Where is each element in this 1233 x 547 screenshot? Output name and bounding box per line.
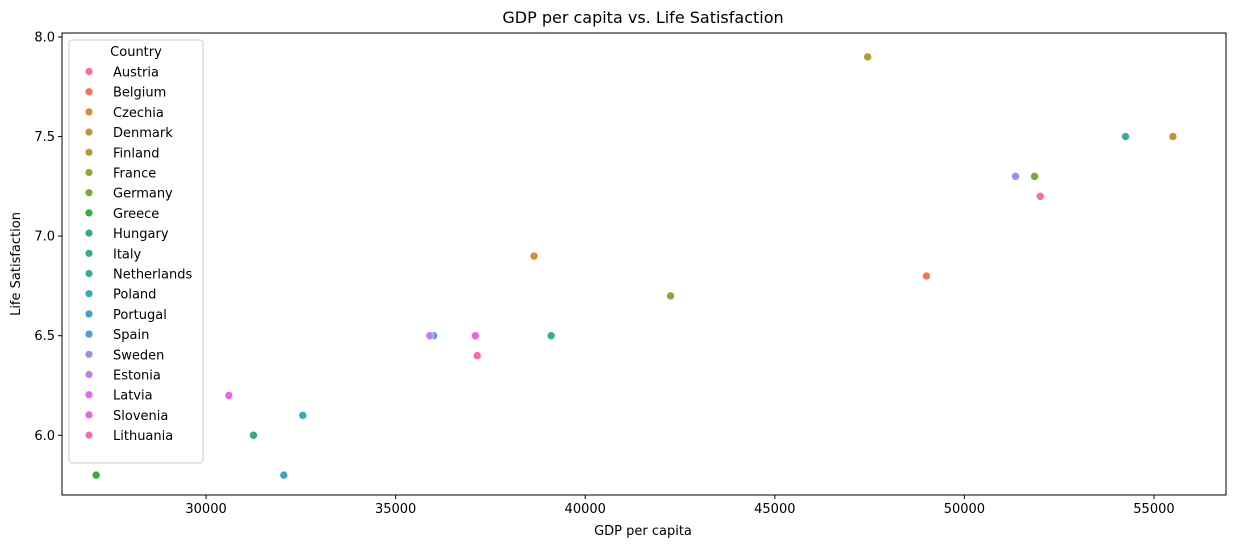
- legend-marker-netherlands: [85, 269, 93, 278]
- y-tick-label: 6.0: [34, 429, 55, 444]
- legend-marker-denmark: [85, 128, 93, 136]
- legend-label-greece: Greece: [113, 207, 159, 222]
- legend-label-austria: Austria: [113, 66, 159, 81]
- legend-marker-spain: [85, 330, 93, 338]
- y-tick-label: 6.5: [34, 329, 55, 344]
- data-points: [91, 52, 1178, 480]
- legend-label-estonia: Estonia: [113, 369, 161, 384]
- x-tick-label: 55000: [1133, 502, 1174, 517]
- legend-label-czechia: Czechia: [113, 106, 164, 121]
- legend-marker-slovenia: [85, 411, 93, 419]
- legend-label-netherlands: Netherlands: [113, 268, 192, 283]
- data-point-italy: [546, 331, 556, 340]
- legend-items: Austria Belgium Czechia Denmark Finland Franc…: [85, 66, 192, 444]
- data-point-lithuania: [472, 351, 482, 360]
- y-tick-label: 8.0: [34, 30, 55, 45]
- legend-label-france: France: [113, 167, 156, 182]
- x-tick-label: 45000: [754, 502, 795, 517]
- legend-label-finland: Finland: [113, 146, 159, 161]
- legend-label-sweden: Sweden: [113, 348, 164, 363]
- legend-marker-lithuania: [85, 431, 93, 439]
- legend-marker-czechia: [85, 108, 93, 116]
- legend-marker-belgium: [85, 88, 93, 96]
- data-point-slovenia: [470, 331, 480, 340]
- legend-label-lithuania: Lithuania: [113, 429, 173, 444]
- data-point-belgium: [922, 271, 931, 281]
- legend-marker-italy: [85, 249, 93, 257]
- legend-marker-portugal: [85, 310, 93, 318]
- legend-label-germany: Germany: [113, 187, 173, 202]
- data-point-greece: [91, 470, 101, 480]
- y-tick-label: 7.5: [34, 130, 55, 145]
- legend-marker-sweden: [85, 350, 93, 358]
- legend-box: [68, 39, 204, 464]
- x-axis-label: GDP per capita: [594, 524, 692, 539]
- legend-label-poland: Poland: [113, 288, 156, 303]
- chart-title: GDP per capita vs. Life Satisfaction: [502, 8, 783, 27]
- data-point-portugal: [279, 470, 289, 480]
- legend-marker-germany: [85, 189, 93, 197]
- legend-label-portugal: Portugal: [113, 308, 167, 323]
- x-tick-label: 35000: [375, 502, 416, 517]
- y-tick-label: 7.0: [34, 230, 55, 245]
- data-point-czechia: [529, 251, 539, 261]
- legend: Country Austria Belgium Czechia Denmark Finl…: [68, 39, 204, 464]
- y-axis-label: Life Satisfaction: [9, 212, 24, 316]
- data-point-sweden: [1011, 172, 1020, 181]
- data-point-poland: [298, 411, 308, 420]
- data-point-latvia: [224, 391, 234, 400]
- legend-label-belgium: Belgium: [113, 86, 166, 101]
- legend-marker-greece: [85, 209, 93, 217]
- data-point-finland: [863, 52, 873, 62]
- legend-marker-finland: [85, 148, 93, 156]
- data-point-germany: [1030, 172, 1039, 181]
- plot-area-frame: [61, 32, 1227, 496]
- legend-marker-estonia: [85, 370, 93, 379]
- data-point-estonia: [425, 331, 435, 340]
- data-point-austria: [1035, 191, 1045, 201]
- x-tick-label: 50000: [944, 502, 985, 517]
- data-point-hungary: [249, 430, 258, 440]
- data-point-denmark: [1168, 132, 1178, 141]
- legend-label-slovenia: Slovenia: [113, 409, 168, 424]
- data-point-france: [666, 291, 675, 301]
- legend-label-italy: Italy: [113, 247, 142, 262]
- legend-label-latvia: Latvia: [113, 389, 153, 404]
- x-tick-label: 30000: [185, 502, 226, 517]
- x-axis: 30000 35000 40000 45000 50000 55000: [185, 495, 1175, 517]
- legend-marker-hungary: [85, 229, 93, 237]
- legend-marker-france: [85, 168, 93, 177]
- legend-title: Country: [110, 45, 162, 60]
- legend-marker-austria: [85, 67, 93, 76]
- legend-marker-poland: [85, 290, 93, 298]
- data-point-netherlands: [1121, 132, 1130, 141]
- legend-label-spain: Spain: [113, 328, 149, 343]
- x-tick-label: 40000: [565, 502, 606, 517]
- legend-label-hungary: Hungary: [113, 227, 169, 242]
- y-axis: 6.0 6.5 7.0 7.5 8.0: [34, 30, 62, 444]
- legend-label-denmark: Denmark: [113, 126, 173, 141]
- legend-marker-latvia: [85, 391, 93, 399]
